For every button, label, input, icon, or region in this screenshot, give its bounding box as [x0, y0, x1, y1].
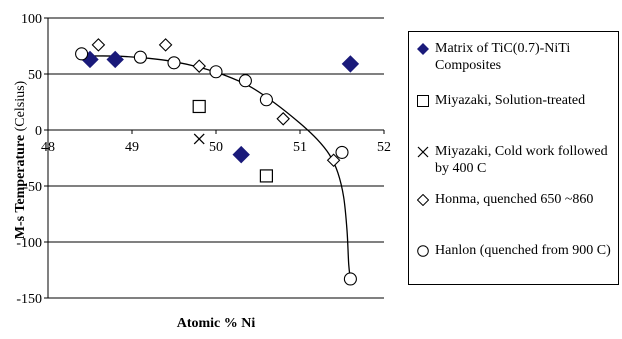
point-miyazaki-solution: [259, 169, 273, 183]
y-tick-label: -50: [23, 180, 42, 195]
y-tick-label: 100: [21, 12, 42, 27]
point-miyazaki-cold: [193, 133, 205, 145]
x-tick-label: 49: [125, 140, 139, 155]
point-hanlon: [209, 65, 223, 79]
x-tick-label: 48: [41, 140, 55, 155]
point-miyazaki-solution: [192, 99, 206, 114]
y-tick-labels: 100 50 0 -50 -100 -150: [16, 12, 48, 307]
point-honma: [326, 153, 341, 168]
y-tick-label: -100: [16, 236, 42, 251]
circle-icon: [417, 245, 429, 257]
y-tick-label: 0: [35, 124, 42, 139]
point-honma: [158, 38, 173, 52]
legend-label: Hanlon (quenched from 900 C): [435, 243, 611, 258]
point-honma: [276, 112, 290, 126]
point-hanlon: [343, 272, 357, 286]
legend-label: Honma, quenched 650 ~860: [435, 192, 594, 207]
x-icon: [417, 146, 429, 158]
data-points: [75, 38, 360, 286]
legend-label: Miyazaki, Cold work followed by 400 C: [435, 144, 608, 176]
square-icon: [417, 95, 429, 107]
point-honma: [91, 38, 106, 52]
point-hanlon: [335, 145, 349, 159]
y-tick-label: -150: [16, 292, 42, 307]
y-tick-label: 50: [28, 68, 42, 83]
point-hanlon: [238, 74, 252, 88]
legend: Matrix of TiC(0.7)-NiTi Composites Miyaz…: [408, 31, 619, 285]
point-matrix: [341, 55, 360, 73]
point-matrix: [106, 50, 124, 69]
legend-label: Matrix of TiC(0.7)-NiTi Composites: [435, 41, 571, 73]
trend-line: [81, 55, 352, 280]
point-hanlon: [75, 47, 89, 61]
legend-label: Miyazaki, Solution-treated: [435, 93, 586, 108]
x-tick-label: 52: [377, 140, 391, 155]
point-hanlon: [167, 56, 181, 70]
point-hanlon: [259, 93, 273, 107]
diamond-icon: [417, 194, 429, 206]
x-tick-label: 50: [209, 140, 223, 155]
point-matrix: [232, 145, 250, 164]
point-hanlon: [133, 50, 147, 64]
filled-diamond-icon: [417, 43, 429, 55]
x-tick-labels: 48 49 50 51 52: [41, 130, 391, 155]
x-tick-label: 51: [293, 140, 307, 155]
x-axis-label: Atomic % Ni: [177, 316, 256, 331]
point-honma: [192, 59, 206, 73]
y-axis-label: M-s Temperature (Celsius): [13, 80, 28, 239]
